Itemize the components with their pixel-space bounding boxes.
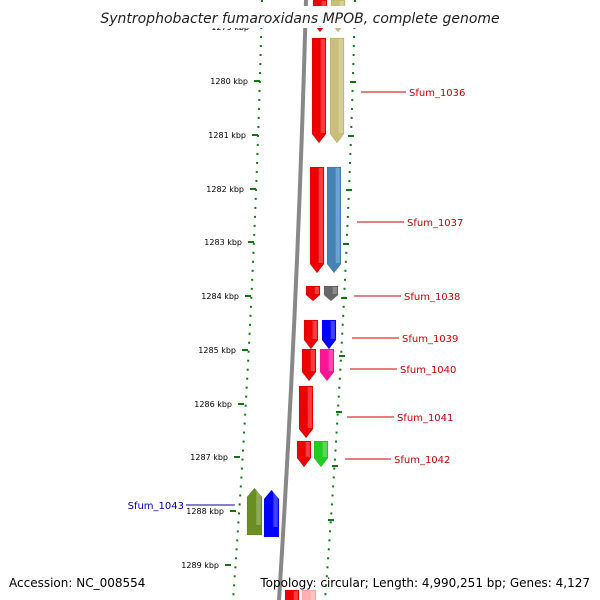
tick-label: 1282 kbp	[206, 185, 244, 194]
gene-label[interactable]: Sfum_1043	[128, 501, 184, 512]
gene-label[interactable]: Sfum_1041	[397, 413, 453, 424]
title-background	[95, 6, 505, 28]
cds-arrow-shade	[307, 387, 312, 428]
tick-label: 1285 kbp	[198, 346, 236, 355]
tick-label: 1281 kbp	[208, 131, 246, 140]
cds-arrow-shade	[320, 39, 325, 133]
cds-arrow-shade	[293, 591, 298, 600]
tick-label: 1286 kbp	[194, 400, 232, 409]
gene-label[interactable]: Sfum_1037	[407, 218, 463, 229]
cds-arrow	[296, 440, 312, 468]
cds-arrow	[298, 385, 314, 439]
gene-arrow	[326, 166, 342, 274]
genome-backbone	[277, 0, 308, 600]
cds-arrow	[311, 37, 327, 144]
gene-label[interactable]: Sfum_1038	[404, 292, 460, 303]
gene-arrow-shade	[322, 442, 327, 457]
gene-label[interactable]: Sfum_1042	[394, 455, 450, 466]
cds-arrow	[301, 589, 317, 600]
gene-arrow-shade	[273, 491, 278, 527]
cds-arrow-shade	[310, 350, 315, 371]
cds-arrow-shade	[312, 321, 317, 339]
cds-arrow-shade	[318, 168, 323, 263]
gene-arrow-shade	[338, 39, 343, 133]
accession-text: Accession: NC_008554	[9, 576, 145, 590]
gene-labels: Sfum_1036 Sfum_1037 Sfum_1038 Sfum_1039 Sfum…	[128, 88, 466, 512]
gene-arrow-shade	[332, 287, 337, 294]
gene-arrow	[323, 285, 339, 302]
cds-arrow	[305, 285, 321, 302]
gene-arrow	[329, 37, 345, 144]
gene-label[interactable]: Sfum_1039	[402, 334, 458, 345]
cds-arrow-shade	[314, 287, 319, 294]
cds-arrow-shade	[310, 591, 315, 600]
gene-label[interactable]: Sfum_1040	[400, 365, 456, 376]
cds-arrow	[284, 589, 300, 600]
gene-arrow-shade	[335, 168, 340, 263]
gene-arrow	[319, 348, 335, 382]
tick-label: 1283 kbp	[204, 238, 242, 247]
gene-arrow-shade	[328, 350, 333, 371]
tick-label: 1289 kbp	[181, 561, 219, 570]
gene-arrow-shade	[256, 489, 261, 525]
cds-arrow	[303, 319, 319, 350]
cds-arrow	[301, 348, 317, 382]
cds-arrow	[309, 166, 325, 274]
gene-arrow	[313, 440, 329, 468]
tick-label: 1288 kbp	[186, 507, 224, 516]
gene-arrow	[321, 319, 337, 350]
tick-label: 1280 kbp	[210, 77, 248, 86]
map-title: Syntrophobacter fumaroxidans MPOB, compl…	[100, 11, 499, 27]
gene-arrow	[246, 487, 263, 536]
gene-arrow-shade	[330, 321, 335, 339]
cds-arrow-shade	[305, 442, 310, 457]
tick-label: 1287 kbp	[190, 453, 228, 462]
gene-label[interactable]: Sfum_1036	[409, 88, 465, 99]
tick-label: 1284 kbp	[201, 292, 239, 301]
genome-summary: Topology: circular; Length: 4,990,251 bp…	[259, 576, 590, 590]
outer-ticks	[328, 81, 356, 521]
gene-arrow	[263, 489, 280, 538]
